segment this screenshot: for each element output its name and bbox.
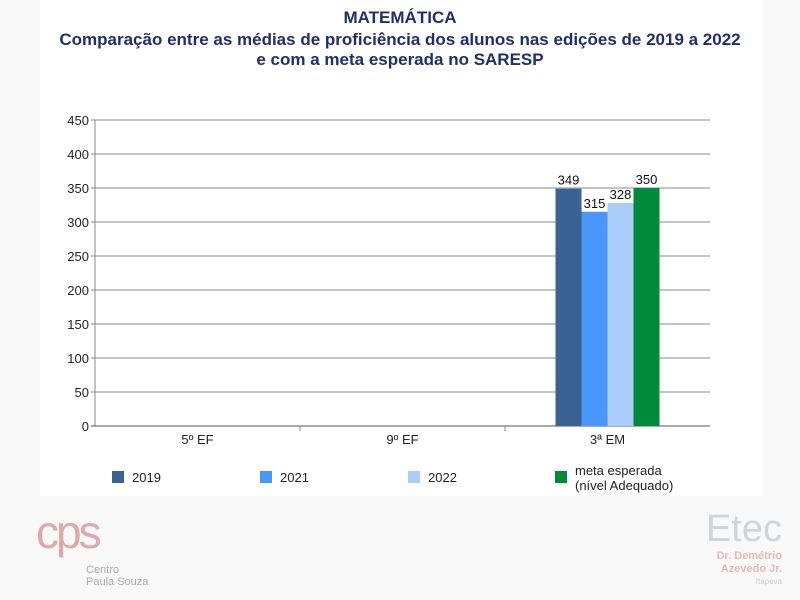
- cps-logo-text: Centro Paula Souza: [86, 564, 149, 588]
- x-tick-label: 3ª EM: [590, 432, 625, 447]
- chart-title: MATEMÁTICA: [343, 8, 457, 27]
- cps-logo: cps Centro Paula Souza: [36, 510, 176, 596]
- data-label: 328: [610, 187, 632, 202]
- data-label: 315: [584, 196, 606, 211]
- bar-meta: [633, 188, 660, 426]
- legend-label: 2022: [428, 470, 457, 485]
- data-label: 349: [558, 173, 580, 188]
- y-tick-label: 400: [67, 147, 89, 162]
- y-tick-label: 250: [67, 249, 89, 264]
- y-tick-label: 300: [67, 215, 89, 230]
- legend-label: meta esperada (nível Adequado): [575, 463, 674, 493]
- y-tick-label: 100: [67, 351, 89, 366]
- y-tick-label: 0: [82, 419, 89, 434]
- legend-swatch: [408, 471, 420, 483]
- y-tick-label: 200: [67, 283, 89, 298]
- legend-label: 2021: [280, 470, 309, 485]
- svg-text:cps: cps: [36, 510, 101, 558]
- legend-label: 2019: [132, 470, 161, 485]
- x-tick-label: 9º EF: [386, 432, 418, 447]
- bar-2022: [607, 202, 634, 426]
- legend-swatch: [555, 471, 567, 483]
- y-tick-label: 50: [75, 385, 89, 400]
- etec-logo: Etec Dr. Demétrio Azevedo Jr. Itapeva: [705, 508, 782, 586]
- y-tick-label: 450: [67, 113, 89, 128]
- bar-2019: [555, 188, 582, 426]
- bar-2021: [581, 211, 608, 426]
- y-tick-label: 150: [67, 317, 89, 332]
- data-label: 350: [636, 172, 658, 187]
- y-tick-label: 350: [67, 181, 89, 196]
- legend-swatch: [260, 471, 272, 483]
- chart-subtitle-2: e com a meta esperada no SARESP: [256, 50, 544, 69]
- bar-chart: 0 50 100 150 200 250 300 350 400 450 5º EF 9º EF 3ª …: [67, 113, 710, 447]
- x-tick-label: 5º EF: [181, 432, 213, 447]
- chart-subtitle-1: Comparação entre as médias de proficiênc…: [59, 30, 741, 49]
- legend-swatch: [112, 471, 124, 483]
- cps-logo-mark: cps: [36, 510, 104, 558]
